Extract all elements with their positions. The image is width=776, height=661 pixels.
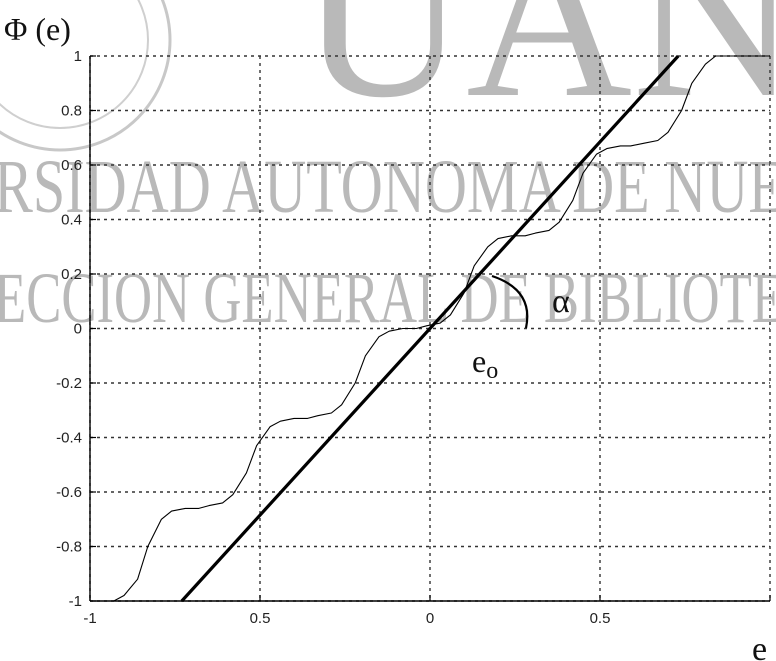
x-axis-label: e bbox=[752, 631, 767, 661]
origin-label: eo bbox=[472, 343, 498, 384]
angle-label: α bbox=[552, 283, 570, 320]
series-group bbox=[90, 54, 770, 603]
watermark-seal-inner bbox=[0, 0, 149, 129]
y-tick-label: 0.6 bbox=[61, 157, 82, 174]
x-tick-label: 0.5 bbox=[590, 610, 611, 627]
angle-arc bbox=[491, 274, 529, 329]
origin-label-base: e bbox=[472, 343, 486, 379]
watermark-logo-text: UAN bbox=[300, 0, 776, 145]
watermark-line-2: ECCION GENERAL DE BIBLIOTE bbox=[0, 258, 776, 338]
series-staircase-line bbox=[90, 55, 770, 602]
y-tick-label: 0.2 bbox=[61, 266, 82, 283]
x-tick-label: 0 bbox=[426, 610, 434, 627]
y-tick-label: -0.6 bbox=[56, 484, 82, 501]
y-axis: -1 -0.8 -0.6 -0.4 -0.2 0 0.2 0.4 0.6 0.8 1 bbox=[56, 48, 96, 610]
y-tick-label: 0.8 bbox=[61, 103, 82, 120]
y-tick-label: -0.4 bbox=[56, 430, 82, 447]
x-tick-label: 0.5 bbox=[250, 610, 271, 627]
origin-label-sub: o bbox=[486, 358, 498, 384]
grid bbox=[89, 55, 771, 602]
y-tick-label: -1 bbox=[69, 593, 82, 610]
series-linear-line bbox=[180, 54, 680, 603]
watermark-line-1: RSIDAD AUTONOMA DE NUE bbox=[0, 145, 776, 229]
y-axis-label: Φ (e) bbox=[4, 11, 71, 47]
watermark-seal bbox=[0, 0, 172, 152]
x-tick-label: -1 bbox=[83, 610, 96, 627]
x-axis: -1 0.5 0 0.5 bbox=[83, 595, 771, 627]
y-tick-label: -0.2 bbox=[56, 375, 82, 392]
y-tick-label: 1 bbox=[74, 48, 82, 65]
y-tick-label: -0.8 bbox=[56, 539, 82, 556]
y-tick-label: 0.4 bbox=[61, 212, 82, 229]
y-tick-label: 0 bbox=[74, 321, 82, 338]
